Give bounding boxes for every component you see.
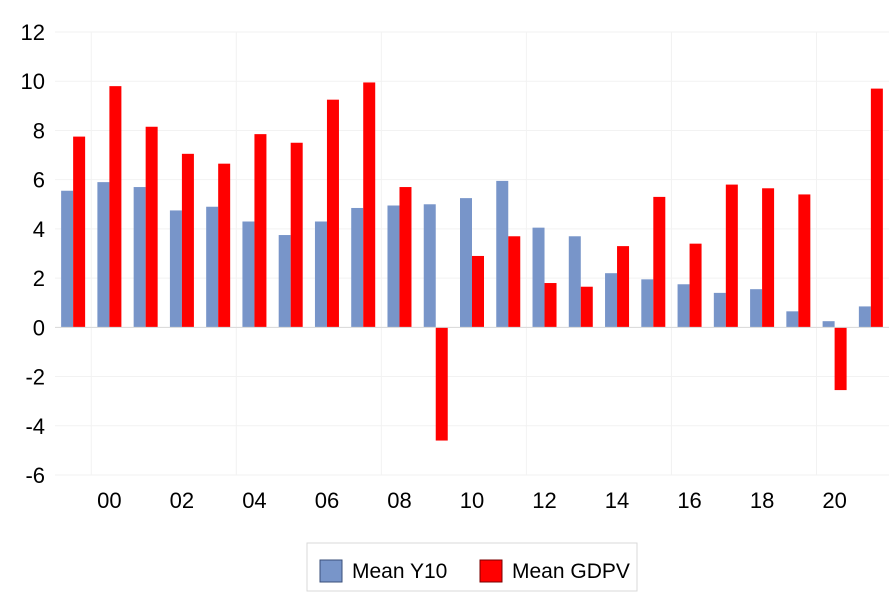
bar-mean-y10: [242, 221, 255, 328]
legend-label-mean-y10: Mean Y10: [352, 560, 447, 583]
y-tick-label: 6: [33, 168, 45, 193]
legend-box: [306, 542, 638, 592]
bar-mean-y10: [169, 210, 182, 328]
bar-mean-y10: [496, 180, 509, 328]
bar-mean-y10: [641, 279, 654, 328]
y-axis-tick-labels: 12 10 8 6 4 2 0 -2 -4 -6: [21, 20, 45, 488]
bar-mean-gdpv: [218, 163, 231, 328]
bar-mean-y10: [532, 227, 545, 328]
bar-mean-y10: [351, 207, 364, 328]
y-tick-label: 12: [21, 20, 45, 45]
bar-mean-gdpv: [725, 184, 738, 328]
bars: [61, 82, 883, 441]
bar-mean-gdpv: [145, 126, 158, 328]
bar-mean-gdpv: [472, 255, 484, 328]
bar-mean-gdpv: [870, 88, 883, 328]
bar-mean-y10: [61, 190, 74, 328]
bar-mean-gdpv: [544, 283, 557, 328]
x-tick-label: 00: [97, 488, 121, 513]
bar-mean-gdpv: [653, 196, 666, 328]
y-tick-label: 0: [33, 315, 45, 340]
bar-mean-y10: [133, 187, 146, 328]
y-tick-label: 8: [33, 118, 45, 143]
x-tick-label: 04: [242, 488, 266, 513]
bar-mean-y10: [278, 235, 291, 328]
bar-mean-gdpv: [363, 82, 376, 328]
bar-mean-gdpv: [254, 134, 267, 328]
bar-mean-gdpv: [326, 99, 339, 328]
legend-swatch-mean-gdpv: [479, 559, 503, 583]
legend-swatch-mean-y10: [319, 559, 343, 583]
bar-mean-y10: [786, 311, 799, 328]
bar-mean-gdpv: [689, 243, 702, 328]
bar-mean-gdpv: [617, 246, 630, 328]
bar-mean-y10: [97, 182, 110, 328]
bar-mean-gdpv: [109, 86, 122, 328]
x-tick-label: 06: [315, 488, 339, 513]
x-tick-label: 20: [822, 488, 846, 513]
bar-mean-y10: [423, 204, 436, 328]
bar-mean-gdpv: [834, 327, 847, 391]
bar-mean-y10: [750, 289, 763, 328]
y-tick-label: -2: [25, 365, 45, 390]
legend: Mean Y10 Mean GDPV: [306, 542, 638, 592]
bar-mean-gdpv: [798, 194, 811, 328]
y-tick-label: -6: [25, 463, 45, 488]
x-tick-label: 08: [387, 488, 411, 513]
x-tick-label: 12: [532, 488, 556, 513]
bar-mean-y10: [460, 198, 472, 328]
bar-mean-y10: [206, 206, 219, 328]
x-tick-label: 02: [170, 488, 194, 513]
bar-mean-y10: [568, 236, 581, 328]
bar-mean-y10: [677, 284, 690, 328]
bar-mean-y10: [605, 273, 618, 328]
bar-mean-y10: [713, 292, 726, 328]
bar-mean-gdpv: [73, 136, 86, 328]
bar-mean-y10: [387, 205, 400, 328]
x-tick-label: 18: [750, 488, 774, 513]
y-tick-label: 2: [33, 266, 45, 291]
bar-mean-y10: [858, 306, 871, 328]
bar-mean-gdpv: [762, 188, 775, 328]
bar-mean-gdpv: [580, 286, 593, 328]
bar-mean-gdpv: [399, 187, 412, 328]
bar-mean-y10: [314, 221, 327, 328]
x-tick-label: 10: [460, 488, 484, 513]
bar-mean-y10: [822, 321, 835, 328]
x-tick-label: 16: [677, 488, 701, 513]
bar-mean-gdpv: [181, 153, 194, 328]
bar-mean-gdpv: [508, 236, 521, 328]
y-tick-label: 10: [21, 69, 45, 94]
y-tick-label: -4: [25, 414, 45, 439]
y-tick-label: 4: [33, 217, 45, 242]
bar-mean-gdpv: [290, 142, 303, 328]
x-axis-tick-labels: 00 02 04 06 08 10 12 14 16 18 20: [97, 488, 847, 513]
x-tick-label: 14: [605, 488, 629, 513]
legend-label-mean-gdpv: Mean GDPV: [512, 560, 630, 583]
bar-mean-gdpv: [435, 327, 448, 441]
